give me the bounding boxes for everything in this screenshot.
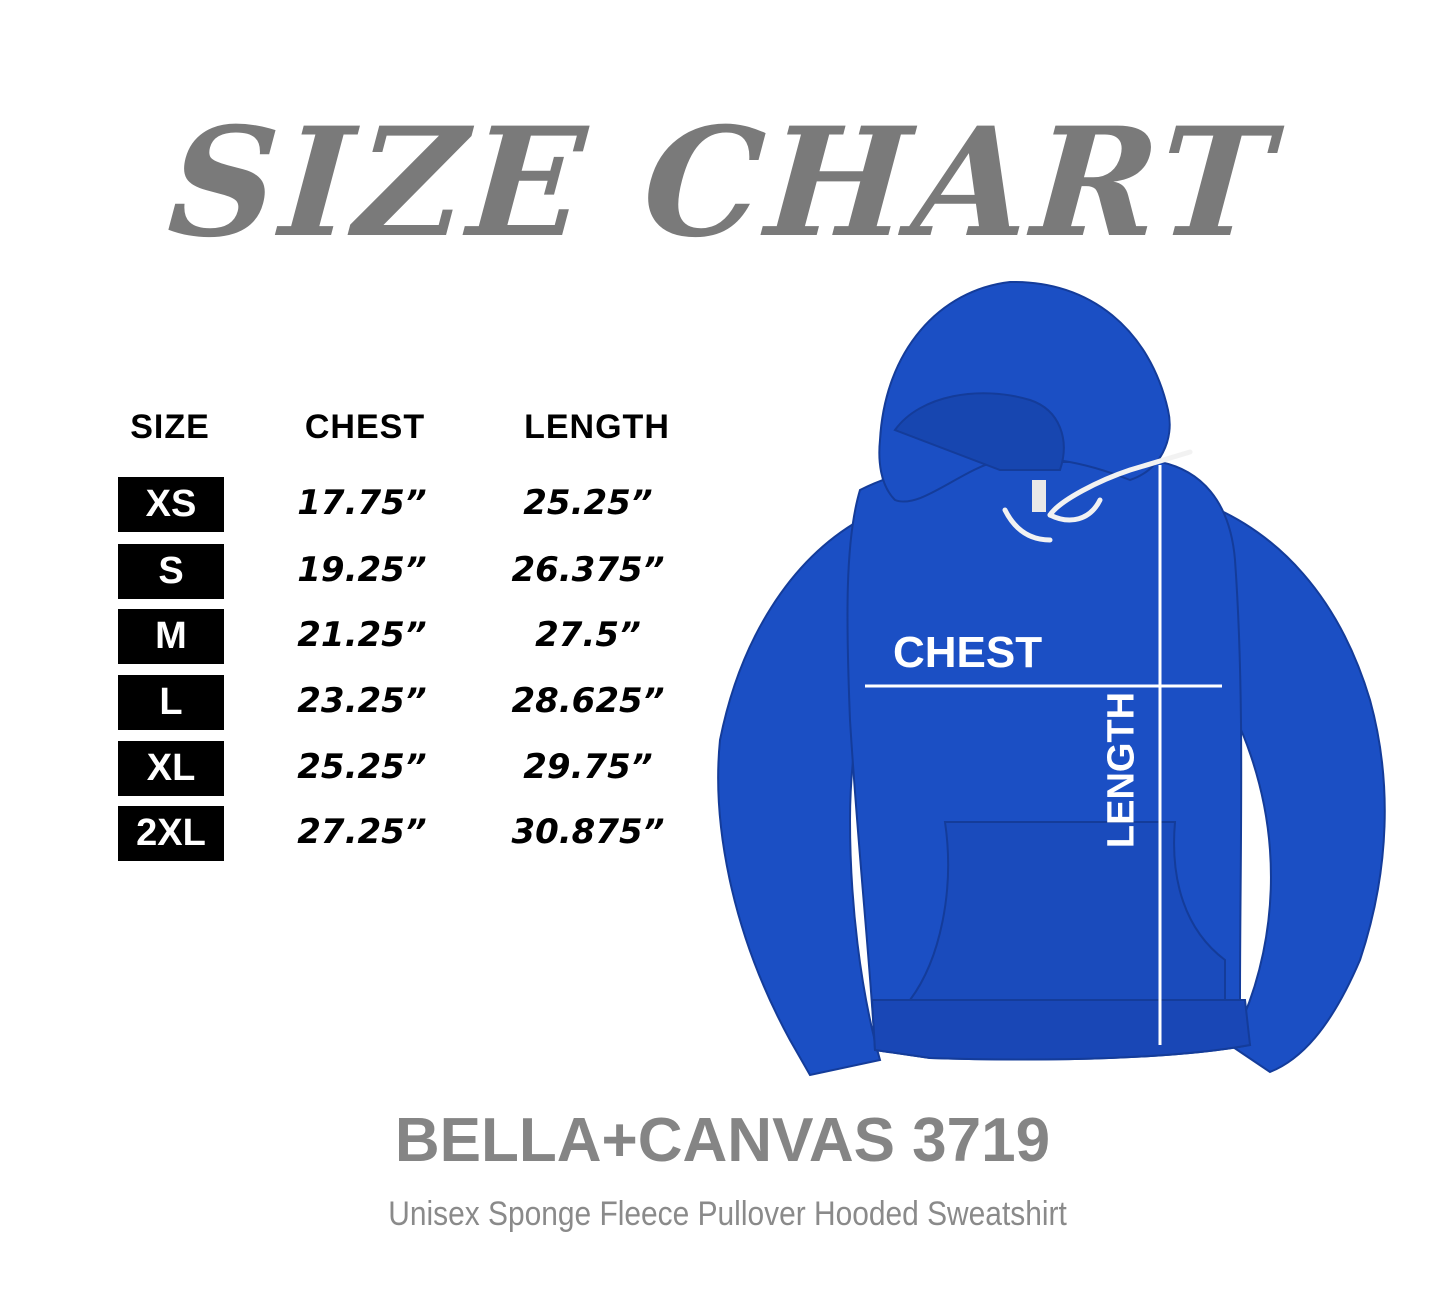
size-label-xs: XS [118, 477, 224, 532]
length-value: 26.375” [511, 550, 665, 590]
hoodie-body [717, 280, 1386, 1077]
length-value: 25.25” [523, 483, 653, 523]
length-value: 30.875” [511, 812, 665, 852]
drawstrings-icon [1002, 449, 1193, 543]
chest-value: 17.75” [297, 483, 427, 523]
chest-value: 25.25” [297, 747, 427, 787]
chest-value: 21.25” [297, 615, 427, 655]
chest-value: 23.25” [297, 681, 427, 721]
header-length: LENGTH [524, 408, 670, 446]
length-value: 29.75” [523, 747, 653, 787]
size-label-2xl: 2XL [118, 806, 224, 861]
chest-value: 27.25” [297, 812, 427, 852]
garment-tag [1032, 480, 1046, 512]
length-value: 28.625” [511, 681, 665, 721]
length-value: 27.5” [535, 615, 641, 655]
header-chest: CHEST [304, 408, 426, 446]
product-name: BELLA+CANVAS 3719 [394, 1106, 1051, 1175]
chest-label: CHEST [893, 628, 1043, 677]
length-label: LENGTH [1100, 691, 1143, 849]
size-label-m: M [118, 609, 224, 664]
header-size: SIZE [130, 408, 210, 446]
size-label-xl: XL [118, 741, 224, 796]
product-description: Unisex Sponge Fleece Pullover Hooded Swe… [388, 1195, 1067, 1233]
chest-value: 19.25” [297, 550, 427, 590]
size-label-l: L [118, 675, 224, 730]
size-label-s: S [118, 544, 224, 599]
